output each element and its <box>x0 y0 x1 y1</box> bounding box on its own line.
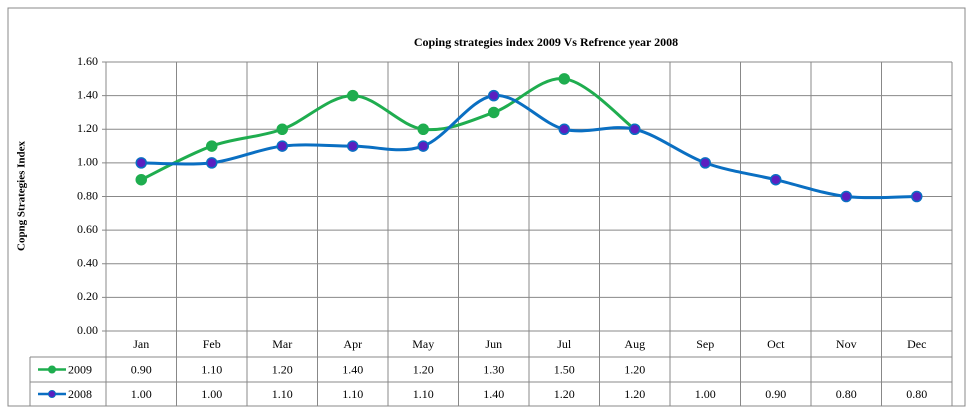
y-tick-label: 0.80 <box>77 188 98 202</box>
table-value: 1.10 <box>272 387 293 401</box>
y-tick-label: 0.40 <box>77 256 98 270</box>
x-tick-label: May <box>412 337 434 351</box>
table-value: 1.10 <box>413 387 434 401</box>
x-tick-label: Feb <box>203 337 221 351</box>
y-tick-label: 1.00 <box>77 155 98 169</box>
marker <box>135 157 147 169</box>
legend-marker <box>48 390 56 398</box>
x-tick-label: Sep <box>696 337 714 351</box>
chart-title: Coping strategies index 2009 Vs Refrence… <box>414 35 678 49</box>
marker <box>206 140 218 152</box>
x-tick-label: Dec <box>907 337 926 351</box>
legend-marker <box>48 365 56 374</box>
x-tick-label: Nov <box>836 337 857 351</box>
marker <box>488 89 500 102</box>
x-tick-label: Mar <box>272 337 292 351</box>
marker <box>840 190 852 203</box>
table-value: 1.20 <box>624 362 645 376</box>
table-value: 1.20 <box>413 362 434 376</box>
table-value: 1.50 <box>554 362 575 376</box>
marker <box>417 140 429 152</box>
table-value: 1.00 <box>695 387 716 401</box>
y-tick-label: 1.60 <box>77 54 98 68</box>
marker <box>276 140 288 152</box>
table-value: 1.20 <box>272 362 293 376</box>
table-value: 1.40 <box>342 362 363 376</box>
marker <box>488 106 500 119</box>
y-axis-label: Copng Strategies Index <box>16 141 28 252</box>
marker <box>135 173 147 186</box>
y-tick-label: 0.60 <box>77 222 98 236</box>
table-value: 1.00 <box>131 387 152 401</box>
table-value: 0.80 <box>906 387 927 401</box>
legend-label: 2008 <box>68 387 92 401</box>
x-tick-label: Oct <box>767 337 785 351</box>
table-value: 1.30 <box>483 362 504 376</box>
table-value: 1.20 <box>554 387 575 401</box>
table-value: 1.10 <box>342 387 363 401</box>
marker <box>558 123 570 135</box>
marker <box>629 123 641 135</box>
y-tick-label: 1.20 <box>77 121 98 135</box>
table-value: 1.00 <box>201 387 222 401</box>
x-tick-label: Apr <box>343 337 362 351</box>
marker <box>417 123 429 135</box>
y-tick-label: 0.00 <box>77 323 98 337</box>
table-value: 0.80 <box>836 387 857 401</box>
legend-label: 2009 <box>68 362 92 376</box>
table-value: 1.40 <box>483 387 504 401</box>
x-tick-label: Jun <box>485 337 502 351</box>
table-value: 1.10 <box>201 362 222 376</box>
x-tick-label: Jul <box>557 337 572 351</box>
marker <box>347 140 359 152</box>
marker <box>347 89 359 102</box>
x-tick-label: Jan <box>133 337 149 351</box>
marker <box>276 123 288 135</box>
table-value: 0.90 <box>131 362 152 376</box>
table-value: 0.90 <box>765 387 786 401</box>
y-tick-label: 0.20 <box>77 289 98 303</box>
y-tick-label: 1.40 <box>77 87 98 101</box>
marker <box>699 157 711 169</box>
table-value: 1.20 <box>624 387 645 401</box>
marker <box>206 157 218 169</box>
marker <box>911 190 923 203</box>
marker <box>558 73 570 85</box>
chart-frame <box>7 7 966 407</box>
x-tick-label: Aug <box>624 337 645 351</box>
marker <box>770 173 782 186</box>
